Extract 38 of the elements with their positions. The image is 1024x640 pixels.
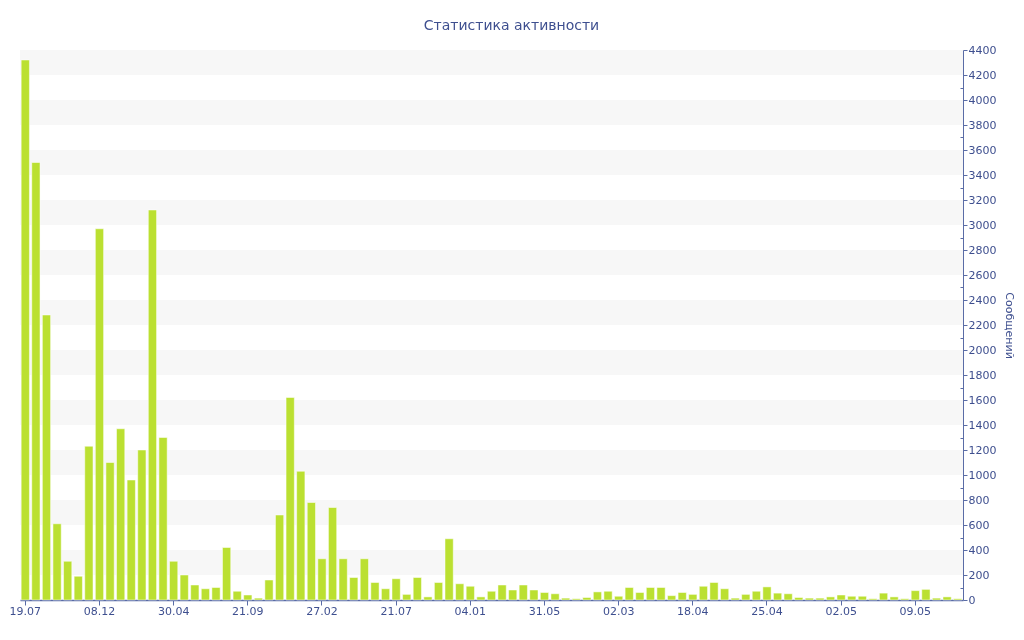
y-tick-label: 1800: [968, 368, 997, 382]
y-tick-label: 3200: [968, 193, 997, 207]
y-tick-label: 2400: [968, 293, 997, 307]
x-tick-label: 19.07: [9, 604, 42, 618]
y-tick-label: 3600: [968, 143, 997, 157]
x-tick-label: 30.04: [157, 604, 190, 618]
x-tick-label: 21.07: [380, 604, 412, 618]
x-tick-label: 09.05: [899, 604, 932, 618]
x-tick-label: 25.04: [751, 604, 783, 618]
y-tick-label: 4400: [968, 43, 997, 57]
y-tick-label: 1600: [968, 393, 997, 407]
y-tick-label: 1200: [968, 443, 997, 457]
y-tick-label: 2600: [968, 268, 997, 282]
y-tick-label: 2000: [968, 343, 997, 357]
chart-title: Статистика активности: [423, 17, 600, 33]
y-axis-title: Сообщений: [1003, 292, 1017, 359]
y-tick-label: 3800: [968, 118, 997, 132]
y-tick-label: 2800: [968, 243, 997, 257]
x-tick-label: 18.04: [677, 604, 709, 618]
y-tick-label: 1000: [968, 468, 997, 482]
y-tick-label: 0: [968, 593, 976, 607]
x-tick-label: 08.12: [83, 604, 116, 618]
y-tick-label: 200: [968, 568, 990, 582]
x-tick-label: 21.09: [232, 604, 264, 618]
x-tick-label: 02.05: [825, 604, 857, 618]
y-tick-label: 4000: [968, 93, 997, 107]
y-tick-label: 1400: [968, 418, 997, 432]
y-tick-label: 600: [968, 518, 990, 532]
y-tick-label: 3000: [968, 218, 997, 232]
y-tick-label: 800: [968, 493, 990, 507]
x-tick-label: 27.02: [306, 604, 338, 618]
y-tick-label: 3400: [968, 168, 997, 182]
x-tick-label: 31.05: [528, 604, 561, 618]
y-tick-label: 400: [968, 543, 990, 557]
x-tick-label: 02.03: [602, 604, 635, 618]
y-tick-label: 2200: [968, 318, 997, 332]
x-tick-label: 04.01: [454, 604, 487, 618]
y-tick-label: 4200: [968, 68, 997, 82]
